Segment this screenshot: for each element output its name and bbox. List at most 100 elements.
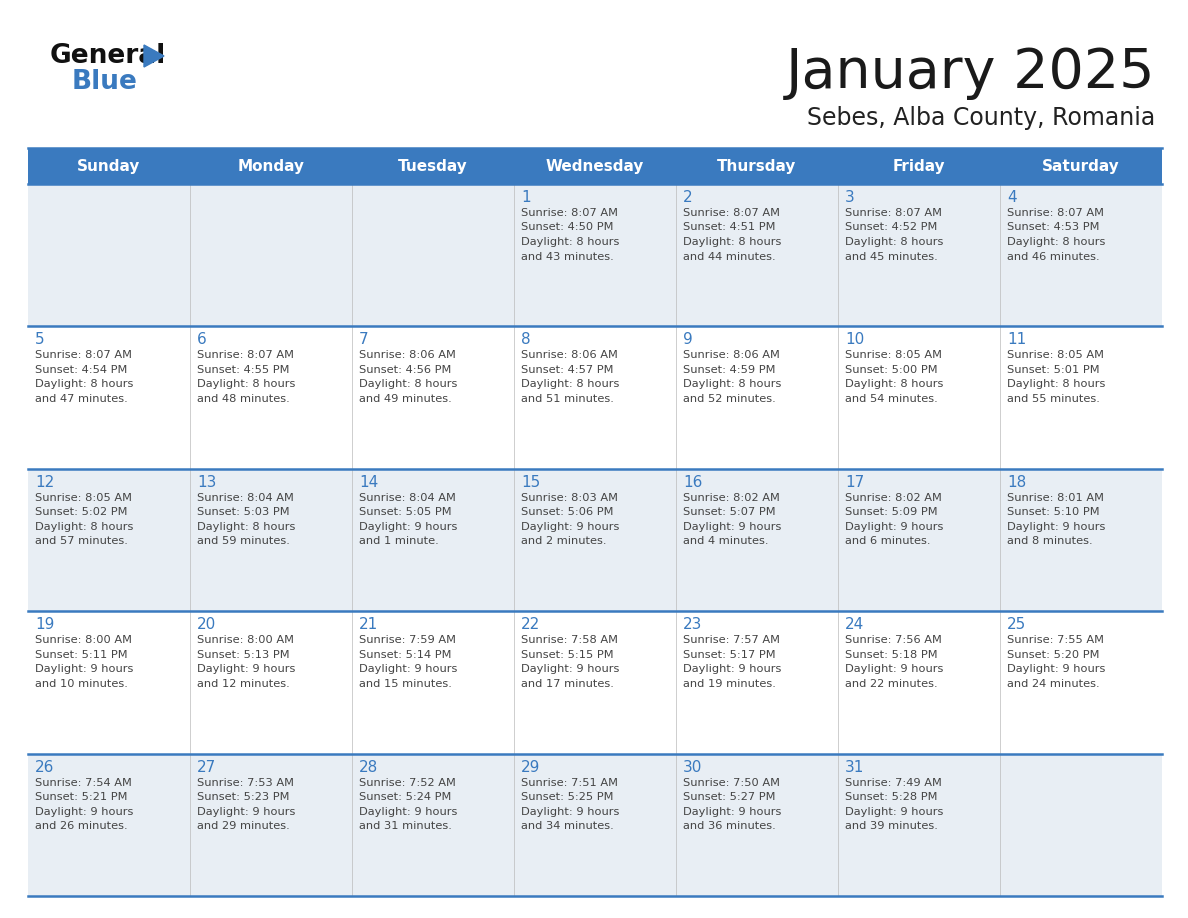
Text: Daylight: 8 hours: Daylight: 8 hours xyxy=(683,379,782,389)
Text: 4: 4 xyxy=(1007,190,1017,205)
Text: and 12 minutes.: and 12 minutes. xyxy=(197,678,290,688)
Text: Sunrise: 7:49 AM: Sunrise: 7:49 AM xyxy=(845,778,942,788)
Text: Thursday: Thursday xyxy=(718,159,797,174)
Bar xyxy=(29,754,1162,896)
Text: Daylight: 8 hours: Daylight: 8 hours xyxy=(359,379,457,389)
Text: Sunset: 4:50 PM: Sunset: 4:50 PM xyxy=(522,222,613,232)
Text: Saturday: Saturday xyxy=(1042,159,1120,174)
Text: and 19 minutes.: and 19 minutes. xyxy=(683,678,776,688)
Text: 27: 27 xyxy=(197,759,216,775)
Text: Daylight: 9 hours: Daylight: 9 hours xyxy=(34,807,133,817)
Text: and 45 minutes.: and 45 minutes. xyxy=(845,252,937,262)
Text: Sunrise: 7:57 AM: Sunrise: 7:57 AM xyxy=(683,635,781,645)
Text: and 2 minutes.: and 2 minutes. xyxy=(522,536,607,546)
Text: Sunset: 5:06 PM: Sunset: 5:06 PM xyxy=(522,508,613,518)
Text: and 1 minute.: and 1 minute. xyxy=(359,536,438,546)
Text: Daylight: 8 hours: Daylight: 8 hours xyxy=(34,379,133,389)
Text: Daylight: 9 hours: Daylight: 9 hours xyxy=(683,665,782,674)
Text: Daylight: 9 hours: Daylight: 9 hours xyxy=(845,807,943,817)
Text: Daylight: 9 hours: Daylight: 9 hours xyxy=(522,665,619,674)
Text: Sunrise: 8:02 AM: Sunrise: 8:02 AM xyxy=(683,493,779,503)
Text: Monday: Monday xyxy=(238,159,304,174)
Text: Sunrise: 8:04 AM: Sunrise: 8:04 AM xyxy=(197,493,293,503)
Text: Sunrise: 8:05 AM: Sunrise: 8:05 AM xyxy=(1007,351,1104,361)
Text: and 24 minutes.: and 24 minutes. xyxy=(1007,678,1100,688)
Text: 10: 10 xyxy=(845,332,864,347)
Text: 29: 29 xyxy=(522,759,541,775)
Text: Sunset: 5:24 PM: Sunset: 5:24 PM xyxy=(359,792,451,802)
Text: Daylight: 9 hours: Daylight: 9 hours xyxy=(359,665,457,674)
Text: Daylight: 9 hours: Daylight: 9 hours xyxy=(359,807,457,817)
Text: Sunrise: 8:00 AM: Sunrise: 8:00 AM xyxy=(197,635,293,645)
Text: 14: 14 xyxy=(359,475,378,490)
Text: Daylight: 9 hours: Daylight: 9 hours xyxy=(683,807,782,817)
Text: 16: 16 xyxy=(683,475,702,490)
Text: 11: 11 xyxy=(1007,332,1026,347)
Text: Daylight: 9 hours: Daylight: 9 hours xyxy=(197,665,296,674)
Text: and 47 minutes.: and 47 minutes. xyxy=(34,394,128,404)
Text: Sunrise: 8:07 AM: Sunrise: 8:07 AM xyxy=(34,351,132,361)
Text: Sunrise: 7:56 AM: Sunrise: 7:56 AM xyxy=(845,635,942,645)
Text: 24: 24 xyxy=(845,617,864,633)
Text: 7: 7 xyxy=(359,332,368,347)
Bar xyxy=(29,611,1162,754)
Text: Sunrise: 7:51 AM: Sunrise: 7:51 AM xyxy=(522,778,618,788)
Text: Sunrise: 8:02 AM: Sunrise: 8:02 AM xyxy=(845,493,942,503)
Text: Sunset: 4:56 PM: Sunset: 4:56 PM xyxy=(359,364,451,375)
Text: Sunset: 5:00 PM: Sunset: 5:00 PM xyxy=(845,364,937,375)
Text: Sunrise: 7:58 AM: Sunrise: 7:58 AM xyxy=(522,635,618,645)
Text: and 54 minutes.: and 54 minutes. xyxy=(845,394,937,404)
Text: Daylight: 9 hours: Daylight: 9 hours xyxy=(845,521,943,532)
Text: Sunrise: 8:07 AM: Sunrise: 8:07 AM xyxy=(522,208,618,218)
Text: Sunrise: 8:06 AM: Sunrise: 8:06 AM xyxy=(522,351,618,361)
Text: and 6 minutes.: and 6 minutes. xyxy=(845,536,930,546)
Text: Sunset: 4:54 PM: Sunset: 4:54 PM xyxy=(34,364,127,375)
Text: 28: 28 xyxy=(359,759,378,775)
Text: Tuesday: Tuesday xyxy=(398,159,468,174)
Text: and 31 minutes.: and 31 minutes. xyxy=(359,821,451,831)
Text: and 43 minutes.: and 43 minutes. xyxy=(522,252,614,262)
Text: Sunrise: 7:54 AM: Sunrise: 7:54 AM xyxy=(34,778,132,788)
Text: Sunset: 5:15 PM: Sunset: 5:15 PM xyxy=(522,650,614,660)
Text: Daylight: 8 hours: Daylight: 8 hours xyxy=(34,521,133,532)
Text: Sunset: 5:02 PM: Sunset: 5:02 PM xyxy=(34,508,127,518)
Text: Friday: Friday xyxy=(892,159,946,174)
Text: Sunrise: 8:00 AM: Sunrise: 8:00 AM xyxy=(34,635,132,645)
Text: General: General xyxy=(50,43,166,69)
Text: Sunset: 5:10 PM: Sunset: 5:10 PM xyxy=(1007,508,1100,518)
Text: and 36 minutes.: and 36 minutes. xyxy=(683,821,776,831)
Text: 2: 2 xyxy=(683,190,693,205)
Text: Sunrise: 7:59 AM: Sunrise: 7:59 AM xyxy=(359,635,456,645)
Text: 1: 1 xyxy=(522,190,531,205)
Text: and 17 minutes.: and 17 minutes. xyxy=(522,678,614,688)
Text: 9: 9 xyxy=(683,332,693,347)
Text: and 46 minutes.: and 46 minutes. xyxy=(1007,252,1100,262)
Text: Sunset: 5:20 PM: Sunset: 5:20 PM xyxy=(1007,650,1100,660)
Text: Sunset: 4:51 PM: Sunset: 4:51 PM xyxy=(683,222,776,232)
Text: Daylight: 9 hours: Daylight: 9 hours xyxy=(522,807,619,817)
Text: and 34 minutes.: and 34 minutes. xyxy=(522,821,614,831)
Text: Sunset: 5:18 PM: Sunset: 5:18 PM xyxy=(845,650,937,660)
Text: and 8 minutes.: and 8 minutes. xyxy=(1007,536,1093,546)
Polygon shape xyxy=(144,45,164,67)
Text: Sunrise: 8:01 AM: Sunrise: 8:01 AM xyxy=(1007,493,1104,503)
Text: 8: 8 xyxy=(522,332,531,347)
Text: Daylight: 9 hours: Daylight: 9 hours xyxy=(1007,521,1105,532)
Text: 13: 13 xyxy=(197,475,216,490)
Text: Sunrise: 7:55 AM: Sunrise: 7:55 AM xyxy=(1007,635,1104,645)
Text: and 29 minutes.: and 29 minutes. xyxy=(197,821,290,831)
Text: and 49 minutes.: and 49 minutes. xyxy=(359,394,451,404)
Text: 3: 3 xyxy=(845,190,854,205)
Text: 23: 23 xyxy=(683,617,702,633)
Text: Sebes, Alba County, Romania: Sebes, Alba County, Romania xyxy=(807,106,1155,130)
Text: Daylight: 9 hours: Daylight: 9 hours xyxy=(1007,665,1105,674)
Text: Wednesday: Wednesday xyxy=(545,159,644,174)
Text: Sunrise: 8:06 AM: Sunrise: 8:06 AM xyxy=(683,351,779,361)
Text: and 52 minutes.: and 52 minutes. xyxy=(683,394,776,404)
Text: Sunrise: 8:05 AM: Sunrise: 8:05 AM xyxy=(34,493,132,503)
Text: 31: 31 xyxy=(845,759,865,775)
Text: Sunset: 4:59 PM: Sunset: 4:59 PM xyxy=(683,364,776,375)
Text: 22: 22 xyxy=(522,617,541,633)
Text: Daylight: 9 hours: Daylight: 9 hours xyxy=(197,807,296,817)
Text: Sunrise: 8:03 AM: Sunrise: 8:03 AM xyxy=(522,493,618,503)
